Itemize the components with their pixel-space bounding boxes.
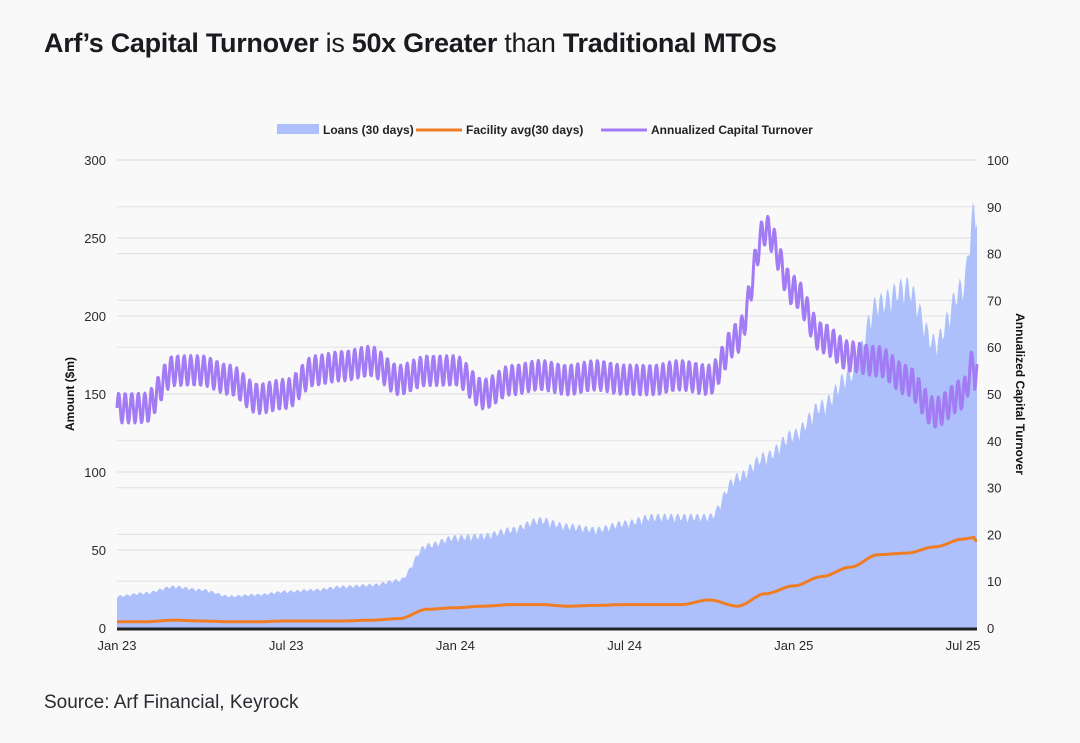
y-tick-left: 250	[84, 231, 106, 246]
y-tick-left: 100	[84, 465, 106, 480]
title-part-1: Arf’s Capital Turnover	[44, 28, 319, 58]
title-part-4: than	[497, 28, 563, 58]
title-part-2: is	[318, 28, 352, 58]
source-note: Source: Arf Financial, Keyrock	[44, 692, 299, 713]
legend-label-facility: Facility avg(30 days)	[466, 123, 583, 137]
legend-label-loans: Loans (30 days)	[323, 123, 414, 137]
y-tick-left: 300	[84, 153, 106, 168]
y-tick-right: 100	[987, 153, 1009, 168]
x-tick: Jul 24	[607, 638, 642, 653]
y-tick-right: 50	[987, 387, 1001, 402]
y-tick-left: 150	[84, 387, 106, 402]
loans-area	[117, 203, 977, 628]
y-tick-right: 60	[987, 340, 1001, 355]
y-tick-right: 20	[987, 527, 1001, 542]
y-tick-right: 70	[987, 293, 1001, 308]
y-tick-right: 30	[987, 481, 1001, 496]
axes-group: 0 50 100 150 200 250 300 0 10 20 30 40 50 60 70 80 90 100…	[84, 153, 1008, 653]
y-tick-right: 80	[987, 247, 1001, 262]
legend-label-turnover: Annualized Capital Turnover	[651, 123, 813, 137]
x-tick: Jan 24	[436, 638, 475, 653]
legend-swatch-loans	[277, 124, 319, 134]
y-tick-right: 0	[987, 621, 994, 636]
chart-svg: 0 50 100 150 200 250 300 0 10 20 30 40 50 60 70 80 90 100…	[63, 123, 1027, 653]
x-tick: Jan 23	[97, 638, 136, 653]
series-lines-group	[115, 214, 979, 624]
y-axis-label-left: Amount ($m)	[63, 357, 77, 431]
legend: Loans (30 days) Facility avg(30 days) An…	[277, 123, 813, 137]
y-tick-left: 50	[92, 543, 106, 558]
chart-title: Arf’s Capital Turnover is 50x Greater th…	[44, 28, 777, 59]
x-tick: Jul 23	[269, 638, 304, 653]
x-tick: Jul 25	[946, 638, 981, 653]
y-tick-right: 10	[987, 574, 1001, 589]
facility-avg-line	[116, 536, 978, 624]
y-tick-left: 200	[84, 309, 106, 324]
loans-area-group	[117, 203, 977, 628]
title-part-3: 50x Greater	[351, 28, 498, 58]
title-part-5: Traditional MTOs	[562, 28, 777, 58]
y-tick-right: 90	[987, 200, 1001, 215]
annualized-turnover-line	[115, 214, 979, 429]
y-tick-left: 0	[99, 621, 106, 636]
x-tick: Jan 25	[774, 638, 813, 653]
y-tick-right: 40	[987, 434, 1001, 449]
y-axis-label-right: Annualized Capital Turnover	[1013, 313, 1027, 475]
